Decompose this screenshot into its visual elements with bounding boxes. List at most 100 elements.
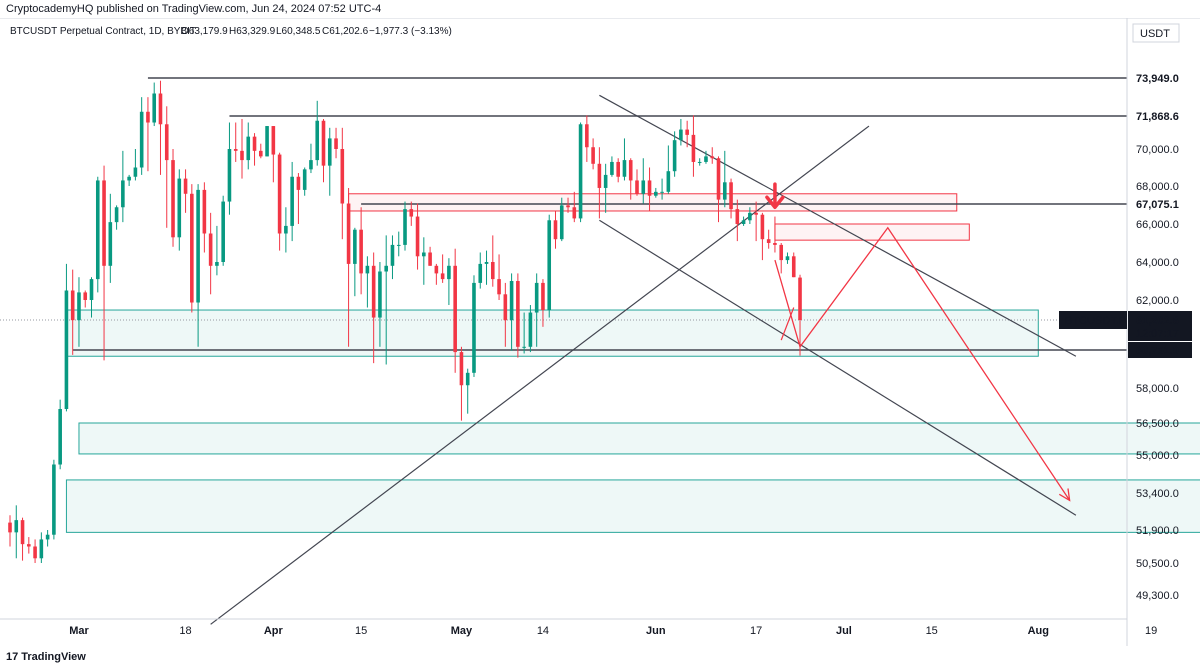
candle-body — [371, 265, 376, 318]
price-axis-label: 50,500.0 — [1136, 558, 1179, 570]
candle-body — [183, 178, 188, 194]
candle-body — [378, 271, 382, 318]
candle-body — [302, 169, 307, 190]
time-axis-label: Jun — [646, 625, 666, 637]
time-axis-label: 15 — [355, 625, 367, 637]
demand-zone-4[interactable] — [65, 479, 1200, 533]
candle-body — [89, 279, 94, 300]
time-axis-label: Mar — [69, 625, 89, 637]
candle-body — [490, 262, 495, 280]
candle-body — [296, 176, 301, 190]
candle-body — [503, 294, 508, 321]
currency-label: USDT — [1140, 28, 1170, 40]
candle-body — [722, 182, 727, 200]
candle-body — [465, 372, 470, 386]
symbol-line: BTCUSDT Perpetual Contract, 1D, BYBIT — [10, 26, 196, 37]
candle-body — [559, 205, 564, 240]
candle-body — [52, 464, 56, 535]
time-axis-label: 14 — [537, 625, 549, 637]
candle-body — [309, 160, 313, 170]
candle-body — [541, 282, 545, 311]
ohlc-close: C61,202.6 — [322, 26, 369, 37]
candle-body — [271, 126, 276, 155]
candle-body — [365, 265, 370, 274]
supply-zone-0[interactable] — [348, 193, 958, 212]
candle-body — [691, 134, 696, 162]
supply-zone-1[interactable] — [774, 223, 970, 241]
currency-label-box[interactable]: USDT — [1132, 23, 1180, 43]
price-axis-label: 55,000.0 — [1136, 450, 1179, 462]
trendline-0[interactable] — [210, 125, 870, 625]
chart-frame[interactable]: 73,949.0 71,868.6 70,000.0 68,000.0 67,075.1… — [0, 18, 1200, 646]
candle-body — [472, 282, 476, 373]
candle-body — [340, 149, 345, 204]
trendline-1[interactable] — [599, 94, 1077, 357]
candle-body — [440, 273, 445, 280]
price-axis-label: 62,000.0 — [1136, 295, 1179, 307]
candle-body — [20, 520, 25, 545]
candle-body — [152, 93, 157, 123]
pullback-stub-line — [780, 307, 795, 341]
candle-body — [785, 256, 790, 261]
candle-body — [497, 279, 501, 295]
candle-body — [77, 292, 81, 321]
candle-body — [610, 161, 614, 175]
time-axis-label: 17 — [750, 625, 762, 637]
trendline-2[interactable] — [599, 219, 1077, 516]
candle-body — [64, 290, 69, 409]
candle-body — [290, 176, 294, 226]
time-axis-label: Aug — [1028, 625, 1049, 637]
price-level-label: 73,949.0 — [1136, 73, 1179, 85]
price-axis-label: 64,000.0 — [1136, 257, 1179, 269]
candlestick-chart[interactable]: 73,949.0 71,868.6 70,000.0 68,000.0 67,075.1… — [0, 18, 1200, 646]
candle-body — [509, 281, 514, 321]
candle-body — [585, 124, 589, 148]
candle-body — [685, 129, 689, 135]
candle-body — [346, 203, 351, 264]
tradingview-logo[interactable]: 17 TradingView — [6, 651, 86, 663]
level-tag-value: 60,751.9 — [1136, 345, 1179, 357]
candle-body — [547, 220, 552, 311]
candle-body — [453, 265, 457, 353]
candle-body — [422, 252, 426, 257]
time-axis-label: May — [451, 625, 473, 637]
candle-body — [773, 243, 777, 245]
ohlc-open: O63,179.9 — [181, 26, 228, 37]
candle-body — [327, 138, 332, 166]
candle-body — [760, 214, 765, 240]
candle-body — [334, 138, 338, 149]
demand-zone-3[interactable] — [78, 422, 1200, 455]
candle-body — [146, 111, 150, 123]
candle-body — [164, 124, 169, 161]
candle-body — [434, 265, 439, 274]
candle-body — [246, 136, 251, 161]
time-axis-label: Apr — [264, 625, 284, 637]
candle-body — [635, 180, 639, 194]
candle-body — [353, 229, 357, 264]
projected-path-line[interactable] — [774, 226, 1071, 501]
candle-body — [697, 161, 702, 163]
candle-body — [622, 160, 627, 177]
level-tag-bg — [1128, 342, 1192, 358]
candle-body — [114, 207, 119, 223]
projected-path-arrowhead — [1058, 488, 1071, 502]
candle-body — [190, 193, 194, 303]
demand-zone-2[interactable] — [65, 309, 1039, 357]
candle-body — [39, 539, 44, 559]
candle-body — [158, 93, 163, 125]
candle-body — [403, 209, 407, 245]
candle-body — [121, 180, 125, 208]
candle-body — [102, 180, 106, 266]
candle-body — [202, 189, 207, 234]
time-axis-label: 15 — [926, 625, 938, 637]
candle-body — [591, 147, 595, 164]
price-axis-label: 70,000.0 — [1136, 144, 1179, 156]
candle-body — [8, 522, 12, 533]
ohlc-change: −1,977.3 (−3.13%) — [369, 26, 452, 37]
candle-body — [127, 176, 131, 181]
candle-body — [791, 256, 796, 278]
candle-body — [108, 222, 113, 266]
candle-body — [33, 546, 37, 559]
candle-body — [215, 262, 219, 266]
candle-body — [798, 277, 802, 320]
